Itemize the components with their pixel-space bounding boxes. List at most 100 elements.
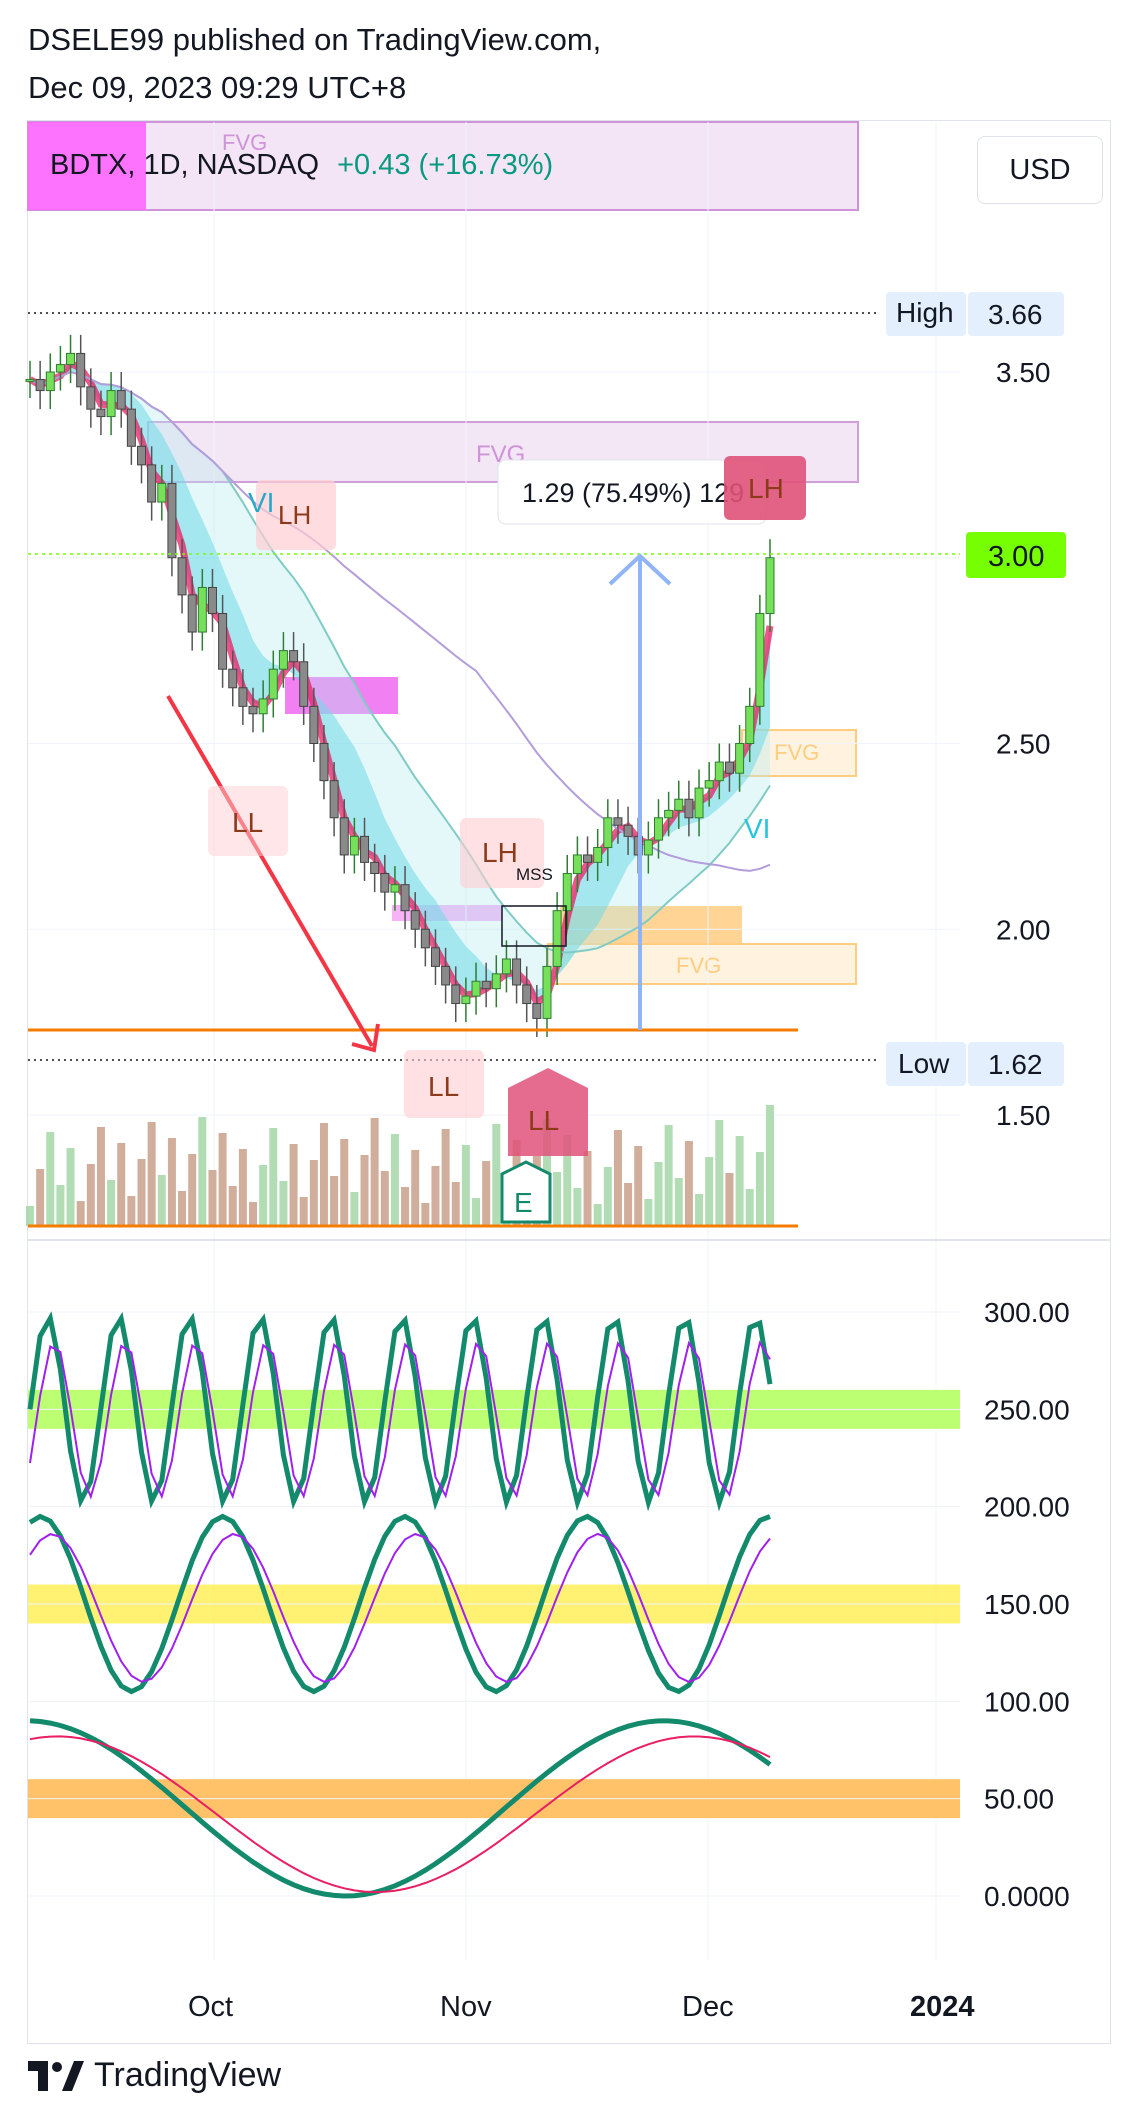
volume-bar bbox=[715, 1120, 724, 1226]
volume-bar bbox=[380, 1171, 389, 1226]
symbol-header[interactable]: BDTX, 1D, NASDAQ +0.43 (+16.73%) bbox=[28, 122, 553, 208]
candle-body bbox=[613, 817, 623, 826]
volume-bar bbox=[664, 1125, 673, 1226]
volume-bar bbox=[583, 1151, 592, 1226]
candle-body bbox=[238, 687, 248, 707]
volume-bar bbox=[624, 1183, 633, 1226]
publisher-line: DSELE99 published on TradingView.com, bbox=[28, 22, 602, 57]
time-tick-label: Dec bbox=[682, 1991, 734, 2023]
price-tick-label: 2.50 bbox=[996, 729, 1051, 760]
volume-bar bbox=[218, 1133, 227, 1226]
volume-bar bbox=[208, 1170, 217, 1226]
volume-bar bbox=[66, 1148, 75, 1226]
candle-body bbox=[167, 482, 177, 559]
brand-name: TradingView bbox=[94, 2056, 282, 2094]
candle-body bbox=[177, 557, 187, 596]
candle-body bbox=[593, 847, 603, 863]
candle-body bbox=[481, 980, 491, 990]
vi-label-1: VI bbox=[248, 487, 274, 518]
ribbon-fill-slow bbox=[30, 363, 770, 1003]
candle-body bbox=[207, 586, 217, 614]
svg-text:High: High bbox=[896, 297, 954, 328]
ll-marker-2: LL bbox=[404, 1050, 484, 1118]
osc-line-middle bbox=[28, 1513, 771, 1695]
volume-bar bbox=[766, 1105, 774, 1226]
volume-bar bbox=[411, 1150, 420, 1226]
candle-body bbox=[25, 378, 35, 382]
lh-marker-3: LH bbox=[724, 456, 806, 520]
candle-body bbox=[329, 780, 339, 819]
svg-text:LH: LH bbox=[748, 473, 784, 504]
candle-body bbox=[684, 798, 694, 819]
candle-body bbox=[562, 873, 572, 912]
volume-bar bbox=[26, 1206, 34, 1226]
chart-frame[interactable] bbox=[27, 120, 1111, 2044]
volume-bar bbox=[299, 1197, 308, 1226]
symbol-name: BDTX, 1D, NASDAQ bbox=[50, 148, 320, 181]
earnings-icon[interactable]: E bbox=[500, 1160, 552, 1224]
osc-line-upper bbox=[27, 1311, 773, 1512]
up-arrow-head bbox=[608, 553, 672, 586]
osc-tick-label: 200.00 bbox=[984, 1492, 1070, 1523]
candle-body bbox=[461, 995, 471, 1005]
candle-body bbox=[745, 705, 755, 744]
candle-body bbox=[765, 557, 775, 614]
price-tick-label: 3.50 bbox=[996, 357, 1051, 388]
volume-bar bbox=[482, 1161, 491, 1226]
volume-bar bbox=[755, 1152, 764, 1226]
volume-bar bbox=[46, 1132, 55, 1226]
candle-body bbox=[735, 743, 745, 774]
candle-body bbox=[471, 980, 481, 997]
volume-bar bbox=[563, 1135, 572, 1226]
osc-tick-label: 100.00 bbox=[984, 1686, 1070, 1717]
volume-bar bbox=[674, 1178, 683, 1226]
candle-body bbox=[674, 798, 684, 811]
candle-body bbox=[755, 612, 765, 707]
volume-bar bbox=[147, 1122, 156, 1226]
candle-body bbox=[420, 928, 430, 949]
candle-body bbox=[55, 364, 65, 373]
candle-body bbox=[360, 835, 370, 863]
date-line: Dec 09, 2023 09:29 UTC+8 bbox=[28, 70, 407, 105]
candle-body bbox=[349, 835, 359, 856]
volume-bar bbox=[390, 1134, 399, 1226]
high-label: High 3.66 bbox=[886, 292, 1064, 336]
candle-body bbox=[197, 586, 207, 633]
candle-body bbox=[400, 884, 410, 912]
symbol-change: +0.43 (+16.73%) bbox=[337, 148, 554, 181]
volume-bar bbox=[36, 1169, 45, 1226]
time-tick-label: Oct bbox=[188, 1991, 233, 2023]
candle-body bbox=[248, 705, 258, 715]
volume-bar bbox=[705, 1157, 714, 1226]
volume-bar bbox=[350, 1192, 359, 1226]
candle-body bbox=[187, 594, 197, 633]
fvg-box-lower bbox=[547, 943, 857, 985]
volume-bar bbox=[238, 1149, 247, 1226]
svg-text:LL: LL bbox=[428, 1071, 459, 1102]
candle-body bbox=[694, 787, 704, 819]
currency-button[interactable]: USD bbox=[977, 136, 1103, 204]
low-label: Low 1.62 bbox=[886, 1042, 1064, 1086]
candle-body bbox=[623, 824, 633, 837]
measure-label: 1.29 (75.49%) 129 bbox=[522, 478, 744, 508]
ribbon-fill-fast bbox=[30, 363, 770, 1003]
volume-bar bbox=[472, 1198, 481, 1226]
candle-body bbox=[106, 390, 116, 418]
volume-bar bbox=[451, 1182, 460, 1226]
volume-bar bbox=[593, 1204, 602, 1226]
volume-bar bbox=[441, 1129, 450, 1226]
candle-body bbox=[512, 958, 522, 986]
osc-tick-label: 300.00 bbox=[984, 1297, 1070, 1328]
candle-body bbox=[319, 743, 329, 782]
candle-body bbox=[268, 668, 278, 700]
time-tick-label: 2024 bbox=[910, 1991, 975, 2023]
svg-text:E: E bbox=[514, 1187, 533, 1218]
candle-body bbox=[228, 668, 238, 689]
fvg-label-right: FVG bbox=[774, 740, 819, 765]
volume-bar bbox=[259, 1165, 268, 1226]
volume-bar bbox=[603, 1167, 612, 1226]
candle-body bbox=[157, 482, 167, 503]
volume-bar bbox=[654, 1162, 663, 1226]
osc-tick-label: 150.00 bbox=[984, 1589, 1070, 1620]
